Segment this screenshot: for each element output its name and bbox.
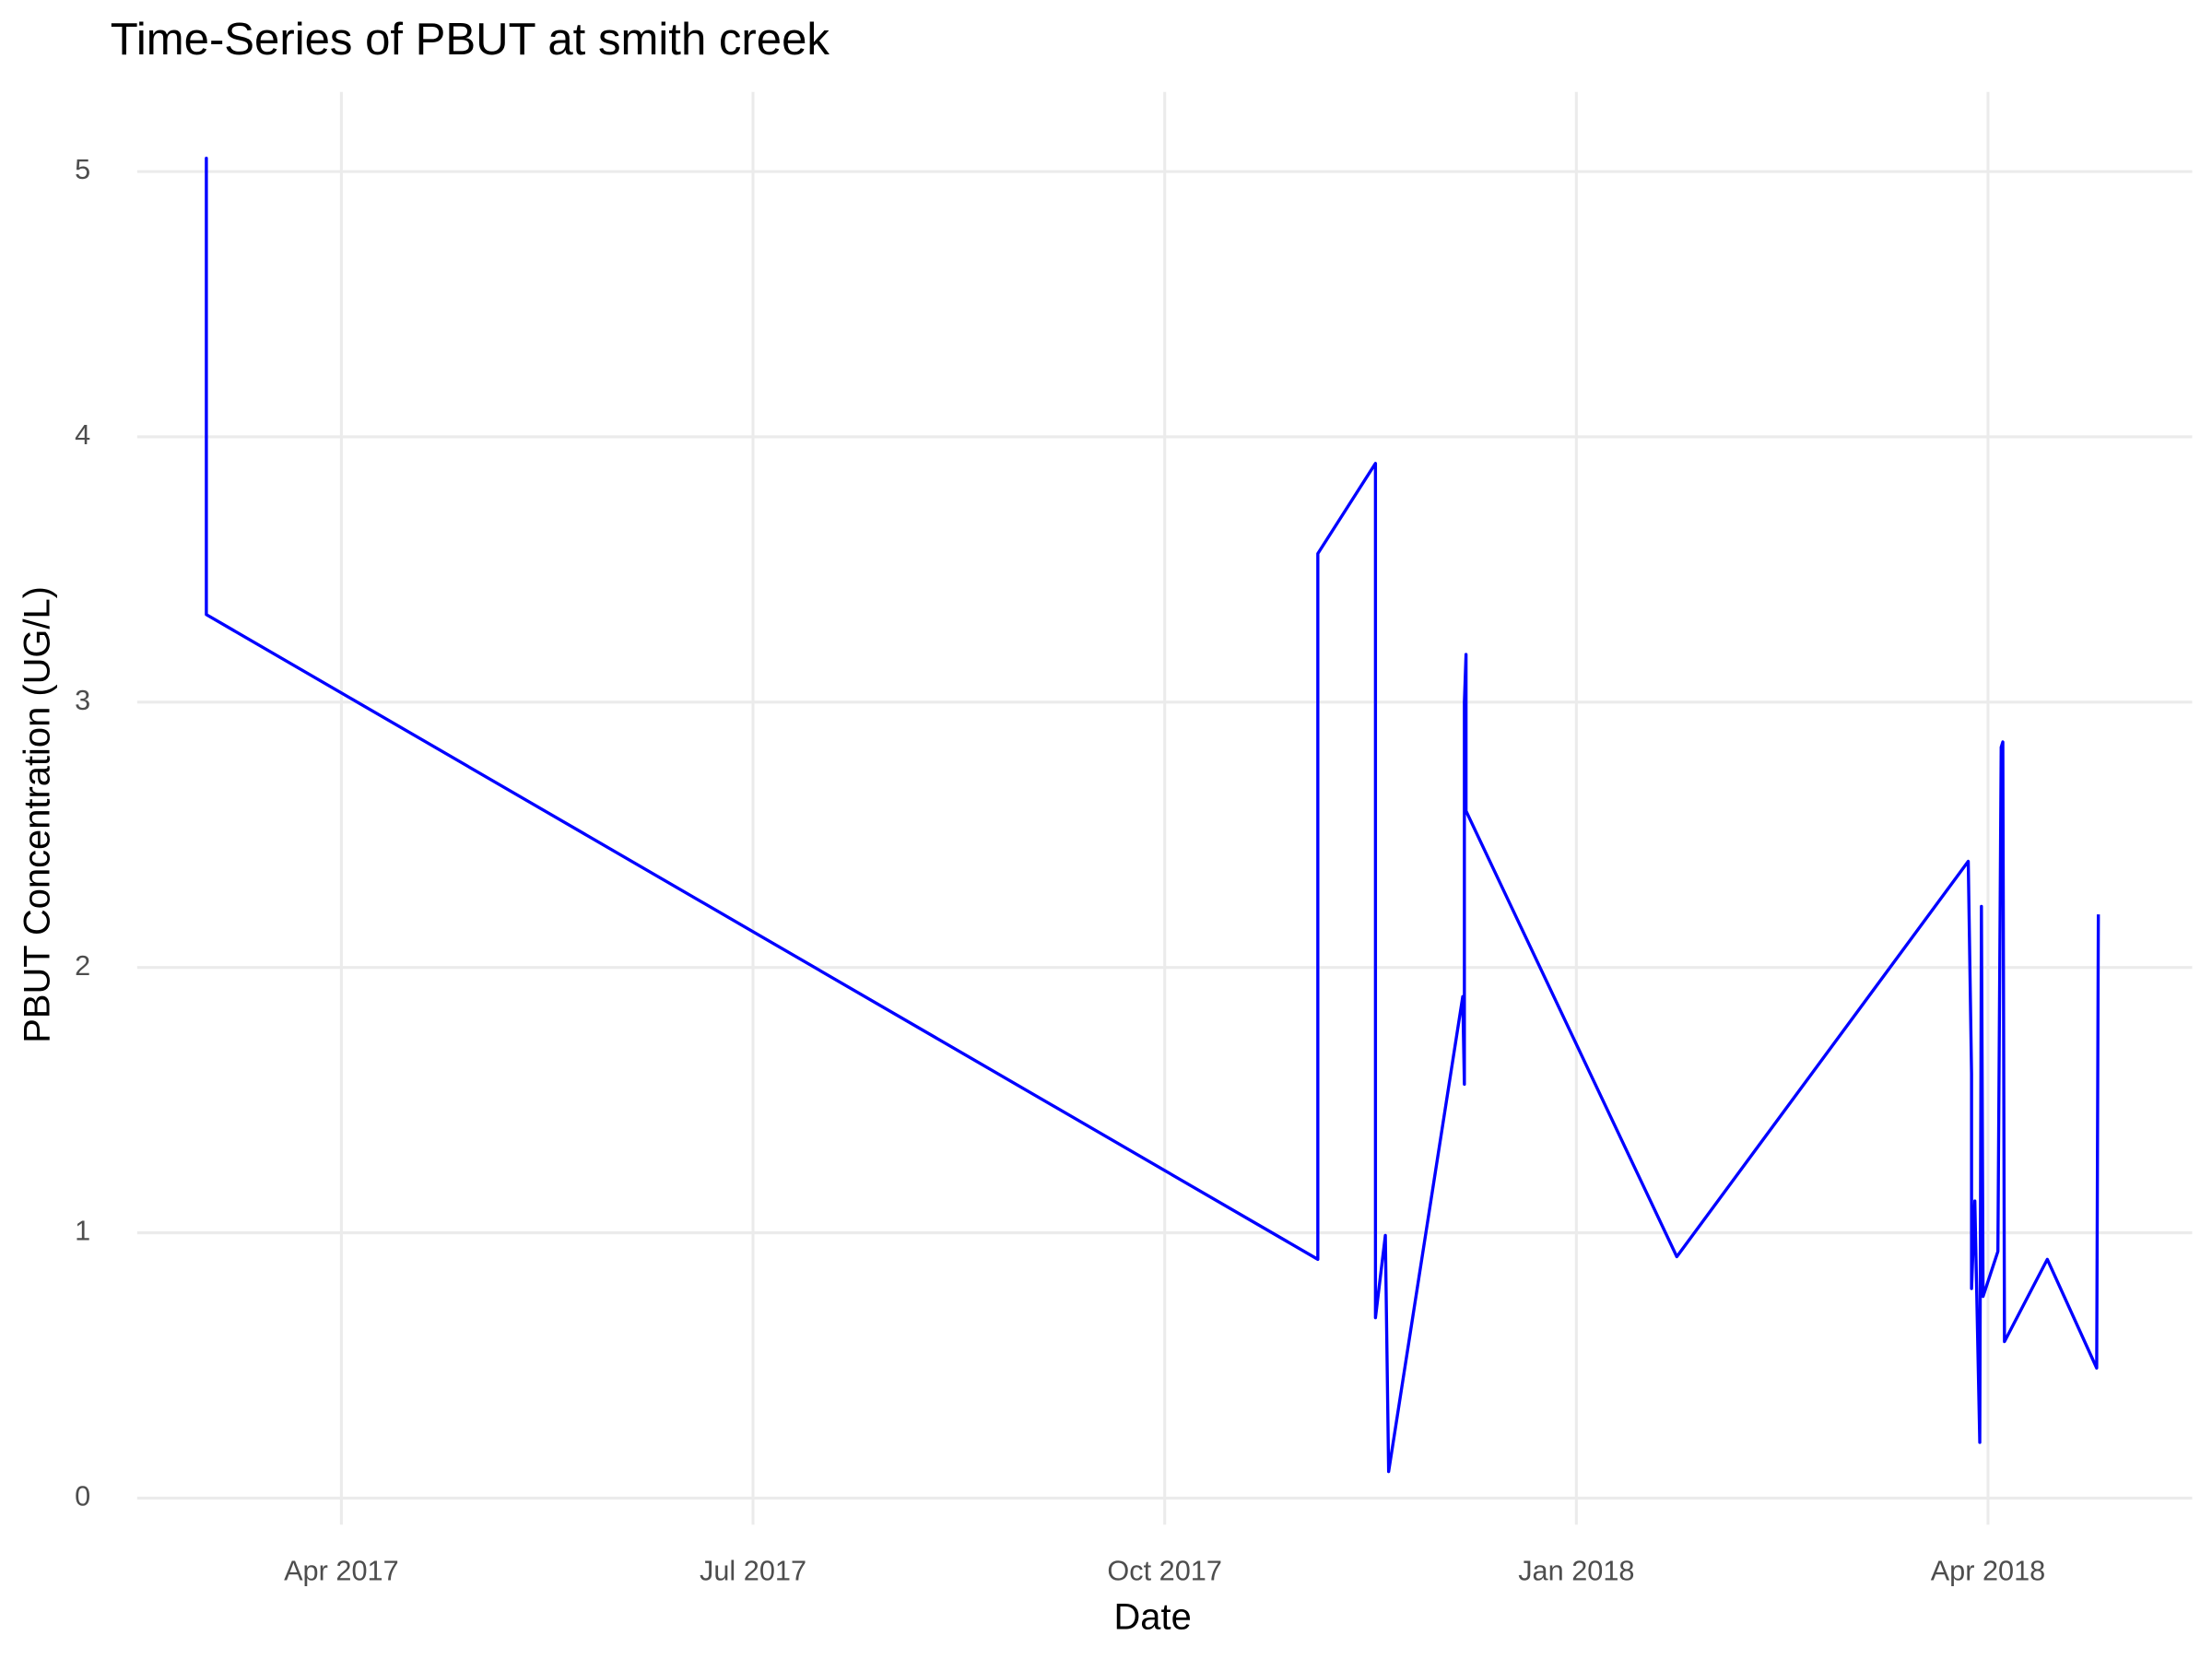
y-tick-label: 2 xyxy=(75,949,90,982)
y-tick-label: 3 xyxy=(75,684,90,716)
x-tick-label: Apr 2017 xyxy=(284,1555,399,1587)
x-tick-label: Jul 2017 xyxy=(700,1555,806,1587)
y-tick-label: 5 xyxy=(75,153,90,185)
x-tick-label: Oct 2017 xyxy=(1107,1555,1222,1587)
chart-title: Time-Series of PBUT at smith creek xyxy=(111,15,830,65)
y-tick-label: 4 xyxy=(75,418,90,451)
data-line xyxy=(205,157,2100,1474)
y-tick-label: 1 xyxy=(75,1215,90,1247)
x-tick-label: Jan 2018 xyxy=(1518,1555,1634,1587)
y-tick-label: 0 xyxy=(75,1480,90,1512)
y-axis-title: PBUT Concentration (UG/L) xyxy=(17,586,57,1043)
x-tick-label: Apr 2018 xyxy=(1931,1555,2046,1587)
x-axis-title: Date xyxy=(1114,1597,1192,1638)
